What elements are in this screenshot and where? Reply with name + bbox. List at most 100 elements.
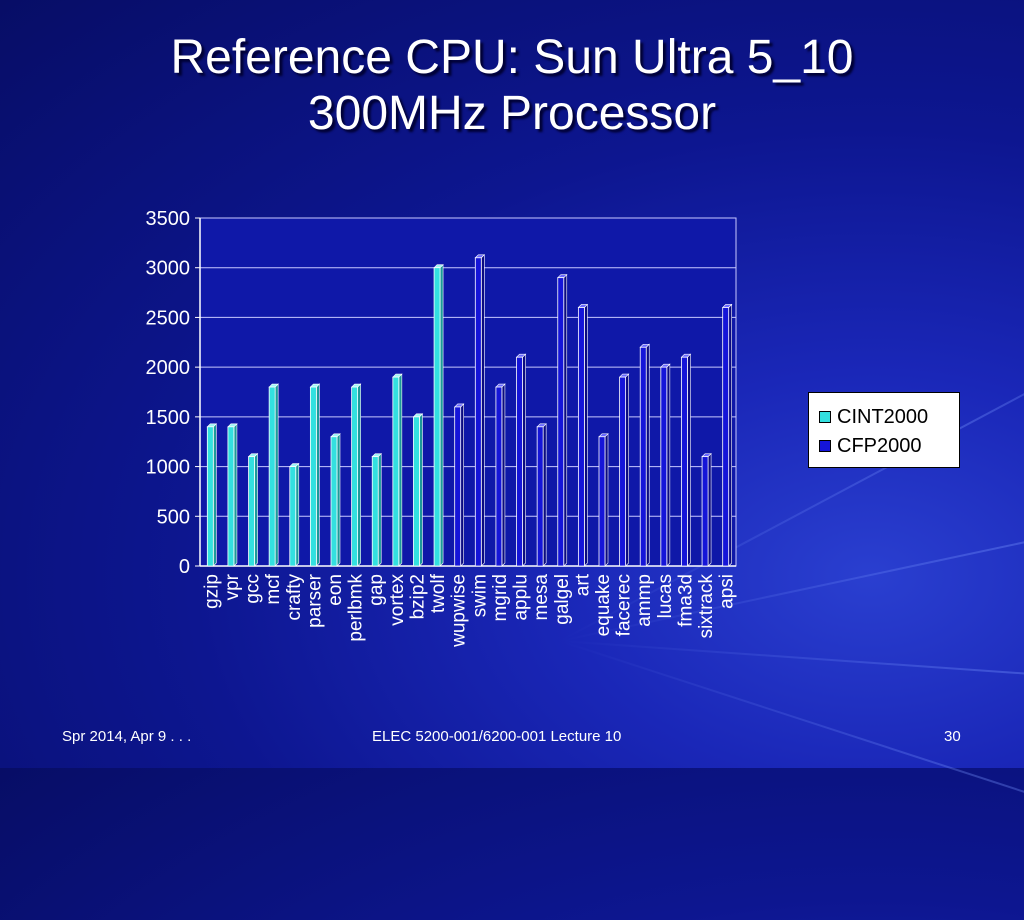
bar-cint2000-twolf-side xyxy=(439,263,444,567)
bar-cfp2000-apsi-side xyxy=(728,303,732,567)
x-tick-label-gcc: gcc xyxy=(243,574,264,604)
bar-cfp2000-art xyxy=(577,307,585,567)
x-tick-label-ammp: ammp xyxy=(634,574,655,627)
x-tick-label-mgrid: mgrid xyxy=(490,574,511,622)
bar-cfp2000-galgel xyxy=(557,277,565,567)
x-tick-label-sixtrack: sixtrack xyxy=(696,574,717,639)
slide-title-line-2: 300MHz Processor xyxy=(307,87,717,140)
x-tick-label-lucas: lucas xyxy=(655,574,676,618)
bar-cint2000-mcf-side xyxy=(274,383,279,567)
footer-date: Spr 2014, Apr 9 . . . xyxy=(62,728,192,745)
bar-cint2000-parser xyxy=(309,386,317,567)
x-tick-label-equake: equake xyxy=(593,574,614,636)
bar-cint2000-eon-side xyxy=(336,433,341,567)
bar-cfp2000-applu-side xyxy=(522,353,526,567)
x-tick-label-mesa: mesa xyxy=(531,574,552,621)
bar-cint2000-gzip-side xyxy=(213,423,217,567)
x-tick-label-vortex: vortex xyxy=(387,574,408,626)
legend-label-cint2000: CINT2000 xyxy=(837,405,929,428)
bar-cint2000-perlbmk xyxy=(351,386,359,567)
bar-cfp2000-swim xyxy=(474,257,482,567)
bar-cfp2000-sixtrack-side xyxy=(707,452,712,567)
bar-chart: 0 500 1000 1500 2000 2500 3000 3500 gzip vpr gcc mc… xyxy=(146,208,738,648)
bar-cfp2000-ammp xyxy=(639,346,647,567)
bar-cint2000-mcf xyxy=(268,386,276,567)
bar-cint2000-gap-side xyxy=(377,452,382,567)
legend-item-cint2000: CINT2000 xyxy=(819,405,928,429)
bar-cfp2000-fma3d-side xyxy=(687,353,691,567)
x-tick-label-wupwise: wupwise xyxy=(449,574,470,648)
bar-cfp2000-facerec-side xyxy=(625,373,629,567)
y-tick-label: 2000 xyxy=(146,357,191,379)
slide-title: Reference CPU: Sun Ultra 5_10 300MHz Pro… xyxy=(0,30,1024,142)
footer-course: ELEC 5200-001/6200-001 Lecture 10 xyxy=(372,728,622,745)
x-tick-label-eon: eon xyxy=(325,574,346,606)
x-tick-label-gap: gap xyxy=(366,574,387,606)
plot-area xyxy=(199,217,737,567)
legend-swatch-cfp2000 xyxy=(819,440,831,452)
x-tick-label-gzip: gzip xyxy=(201,574,222,609)
bar-cint2000-crafty-side xyxy=(295,462,300,567)
y-tick-label: 1000 xyxy=(146,457,191,479)
y-tick-label: 500 xyxy=(157,506,190,528)
bar-cint2000-bzip2 xyxy=(413,416,420,567)
bar-cfp2000-swim-side xyxy=(481,254,485,567)
chart-legend: CINT2000 CFP2000 xyxy=(808,392,960,468)
x-tick-label-twolf: twolf xyxy=(428,573,449,613)
x-tick-label-mcf: mcf xyxy=(263,573,284,604)
bar-cint2000-bzip2-side xyxy=(419,413,423,567)
x-tick-label-facerec: facerec xyxy=(614,574,635,636)
y-tick-label: 0 xyxy=(179,556,190,578)
bar-cfp2000-equake-side xyxy=(604,433,609,567)
bar-cfp2000-ammp-side xyxy=(645,343,650,567)
bar-cfp2000-lucas-side xyxy=(666,363,671,567)
bar-cfp2000-apsi xyxy=(722,307,730,567)
bar-cfp2000-mesa-side xyxy=(542,423,547,567)
x-tick-label-fma3d: fma3d xyxy=(675,574,696,627)
x-tick-label-galgel: galgel xyxy=(552,574,573,625)
bar-cfp2000-wupwise-side xyxy=(460,403,464,567)
x-tick-label-vpr: vpr xyxy=(222,573,243,600)
bar-cint2000-vpr xyxy=(227,426,235,567)
x-tick-label-perlbmk: perlbmk xyxy=(346,574,367,642)
bar-cint2000-gzip xyxy=(206,426,214,567)
bar-cint2000-gcc-side xyxy=(254,452,258,567)
slide-title-line-1: Reference CPU: Sun Ultra 5_10 xyxy=(170,31,854,84)
x-tick-label-bzip2: bzip2 xyxy=(407,574,428,619)
bar-cfp2000-mgrid-side xyxy=(501,383,506,567)
bar-cfp2000-equake xyxy=(598,436,606,567)
bar-cfp2000-art-side xyxy=(584,303,588,567)
bar-cfp2000-wupwise xyxy=(454,406,462,567)
bar-cint2000-vortex xyxy=(392,376,400,567)
bar-cint2000-gcc xyxy=(248,456,255,567)
bar-cint2000-crafty xyxy=(289,466,297,567)
page-number: 30 xyxy=(944,728,961,745)
y-tick-label: 2500 xyxy=(146,307,191,329)
x-tick-label-swim: swim xyxy=(469,574,490,617)
bar-cint2000-perlbmk-side xyxy=(357,383,361,567)
bar-cfp2000-lucas xyxy=(660,366,668,567)
bar-cfp2000-sixtrack xyxy=(701,456,709,567)
y-tick-label: 1500 xyxy=(146,407,191,429)
y-tick-label: 3000 xyxy=(146,258,191,280)
legend-label-cfp2000: CFP2000 xyxy=(837,434,922,457)
bar-cfp2000-mesa xyxy=(536,426,544,567)
bar-cint2000-eon xyxy=(330,436,338,567)
bar-cint2000-gap xyxy=(371,456,379,567)
bar-cfp2000-facerec xyxy=(619,376,627,567)
bar-cfp2000-galgel-side xyxy=(563,273,568,567)
x-tick-label-applu: applu xyxy=(511,574,532,621)
y-tick-label: 3500 xyxy=(146,208,191,230)
bar-cint2000-vpr-side xyxy=(233,423,238,567)
x-tick-label-apsi: apsi xyxy=(717,574,738,609)
legend-swatch-cint2000 xyxy=(819,411,831,423)
bar-cfp2000-fma3d xyxy=(681,356,688,567)
bar-cfp2000-mgrid xyxy=(495,386,503,567)
bar-cfp2000-applu xyxy=(516,356,523,567)
bar-cint2000-parser-side xyxy=(316,383,320,567)
x-tick-label-art: art xyxy=(572,573,593,596)
legend-item-cfp2000: CFP2000 xyxy=(819,434,922,458)
x-tick-label-crafty: crafty xyxy=(284,574,305,621)
x-tick-label-parser: parser xyxy=(304,573,325,628)
bar-cint2000-twolf xyxy=(433,267,441,567)
